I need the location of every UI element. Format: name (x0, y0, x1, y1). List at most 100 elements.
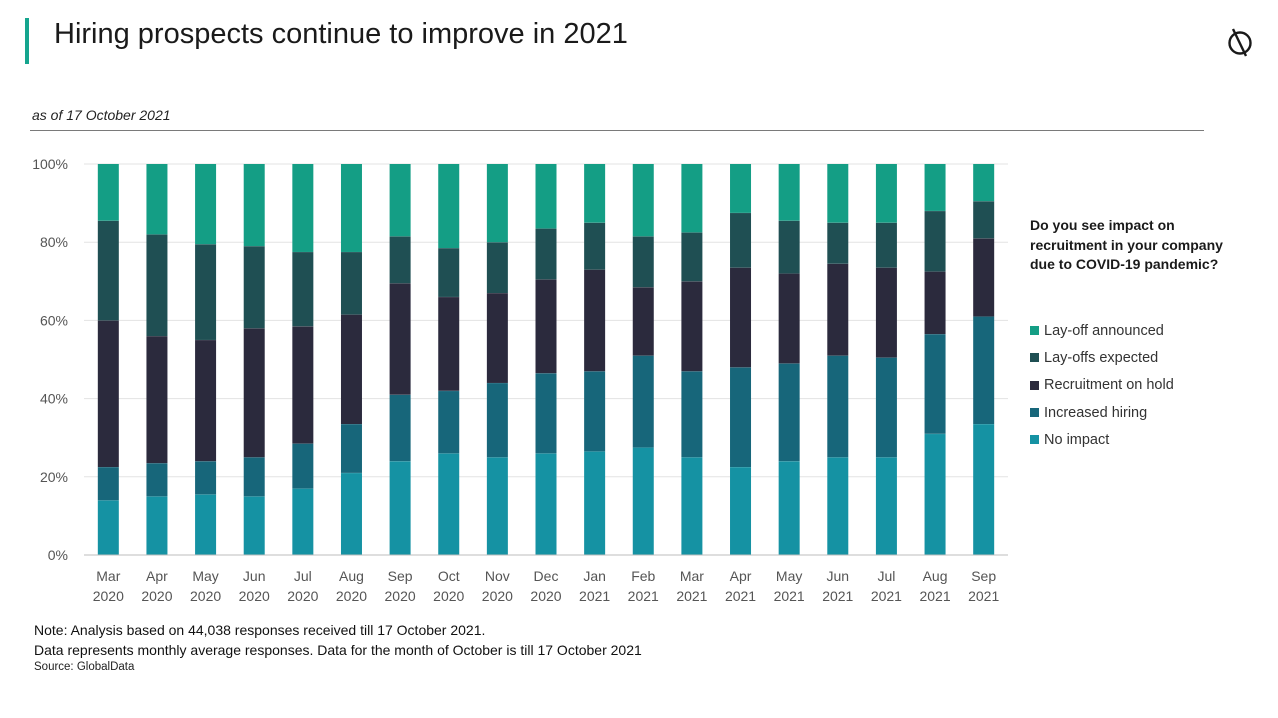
bar-segment (97, 164, 119, 221)
bar-segment (875, 222, 897, 268)
bar-segment (778, 220, 800, 274)
y-tick-label: 80% (40, 234, 68, 250)
legend-title: Do you see impact on recruitment in your… (1030, 217, 1223, 272)
bar-segment (584, 222, 606, 270)
x-tick-label: Nov (485, 568, 510, 584)
bar-segment (681, 281, 703, 372)
x-tick-label: 2020 (433, 588, 464, 604)
bar-segment (97, 320, 119, 468)
bar-segment (243, 457, 265, 497)
bar-segment (681, 232, 703, 282)
bar-segment (340, 424, 362, 473)
bar-segment (243, 164, 265, 247)
x-tick-label: 2020 (385, 588, 416, 604)
x-tick-label: 2021 (725, 588, 756, 604)
bar-segment (584, 269, 606, 372)
y-tick-label: 20% (40, 469, 68, 485)
legend-swatch (1030, 408, 1039, 418)
bar-segment (827, 263, 849, 356)
footnote-2: Data represents monthly average response… (34, 642, 642, 658)
bar-segment (730, 212, 752, 268)
bar-segment (924, 210, 946, 272)
bar-segment (535, 164, 557, 229)
bar-segment (486, 242, 508, 294)
x-tick-label: 2021 (579, 588, 610, 604)
bar-segment (438, 164, 460, 249)
bar-segment (973, 201, 995, 239)
bar-segment (924, 271, 946, 335)
bar-segment (778, 164, 800, 221)
bar-segment (292, 326, 314, 444)
x-tick-label: 2021 (676, 588, 707, 604)
x-tick-label: 2020 (141, 588, 172, 604)
bar-segment (438, 390, 460, 454)
bar-segment (195, 339, 217, 462)
legend-item: Increased hiring (1030, 399, 1174, 426)
bar-segment (389, 236, 411, 284)
bar-segment (146, 164, 168, 235)
y-tick-label: 0% (48, 547, 68, 563)
bar-segment (875, 267, 897, 358)
bar-segment (681, 371, 703, 458)
bar-segment (438, 296, 460, 391)
bar-segment (146, 234, 168, 337)
x-tick-label: Apr (730, 568, 752, 584)
bar-segment (243, 246, 265, 329)
bar-segment (681, 457, 703, 555)
x-tick-label: 2020 (287, 588, 318, 604)
bar-segment (730, 367, 752, 468)
bar-segment (730, 267, 752, 368)
bar-segment (973, 238, 995, 317)
bar-segment (973, 424, 995, 555)
bar-segment (973, 164, 995, 202)
page-title: Hiring prospects continue to improve in … (54, 18, 628, 50)
x-tick-label: Dec (534, 568, 559, 584)
legend-swatch (1030, 435, 1039, 445)
x-tick-label: 2021 (871, 588, 902, 604)
bar-segment (827, 222, 849, 264)
globaldata-logo-icon (1228, 28, 1252, 57)
x-tick-label: 2020 (239, 588, 270, 604)
bar-segment (486, 382, 508, 458)
footnotes: Note: Analysis based on 44,038 responses… (34, 620, 642, 660)
bar-segment (875, 164, 897, 223)
bar-segment (778, 363, 800, 462)
x-tick-label: Oct (438, 568, 460, 584)
bar-segment (340, 164, 362, 252)
legend-item: Lay-off announced (1030, 317, 1174, 344)
x-tick-label: Apr (146, 568, 168, 584)
bar-segment (973, 316, 995, 425)
bar-segment (632, 355, 654, 448)
bar-segment (195, 494, 217, 555)
bar-segment (389, 164, 411, 237)
bar-segment (389, 461, 411, 555)
bar-segment (632, 447, 654, 555)
bar-segment (730, 467, 752, 555)
header-divider (30, 130, 1204, 131)
bar-segment (486, 164, 508, 243)
bar-segment (827, 457, 849, 555)
x-tick-label: Jul (877, 568, 895, 584)
legend-swatch (1030, 380, 1039, 390)
bar-segment (924, 164, 946, 211)
x-tick-label: Jul (294, 568, 312, 584)
bar-segment (340, 472, 362, 555)
bar-segment (97, 220, 119, 321)
x-tick-label: 2020 (482, 588, 513, 604)
bar-segment (146, 336, 168, 464)
bar-segment (535, 279, 557, 374)
bar-segment (632, 287, 654, 356)
bar-segment (486, 457, 508, 555)
bar-segment (778, 273, 800, 364)
bar-segment (146, 463, 168, 497)
x-tick-label: 2021 (822, 588, 853, 604)
bar-segment (681, 164, 703, 233)
x-tick-label: Mar (96, 568, 120, 584)
x-tick-label: Sep (971, 568, 996, 584)
bar-segment (730, 164, 752, 213)
bar-segment (875, 357, 897, 458)
bar-segment (292, 443, 314, 489)
bar-segment (827, 355, 849, 458)
legend-swatch (1030, 326, 1039, 336)
